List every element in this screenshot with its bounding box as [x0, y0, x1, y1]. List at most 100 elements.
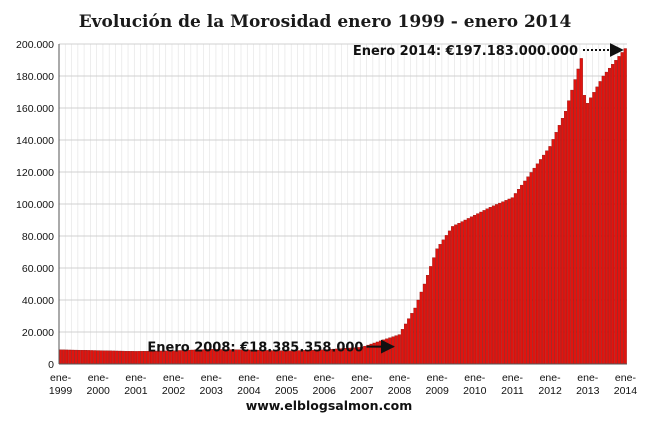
x-axis-ticks: ene-1999 ene-2000 ene-2001 ene-2002 ene-2003… — [49, 372, 637, 397]
bar — [548, 146, 552, 365]
bar — [592, 92, 596, 365]
bar — [532, 167, 536, 365]
bar — [105, 350, 109, 365]
bar — [143, 351, 147, 365]
bar — [382, 339, 386, 365]
bar — [102, 350, 106, 365]
bar — [463, 219, 467, 365]
axes — [58, 44, 627, 365]
bar — [68, 349, 72, 365]
bar — [482, 210, 486, 365]
bar — [611, 64, 615, 365]
bar — [65, 349, 69, 365]
bar — [74, 349, 78, 365]
bar — [557, 125, 561, 365]
annotation-enero-2008: Enero 2008: €18.385.358.000 — [147, 341, 363, 356]
bars — [58, 48, 627, 365]
bar — [366, 344, 370, 365]
bar — [573, 79, 577, 365]
bar — [491, 205, 495, 365]
x-tick-label: ene-2010 — [463, 372, 487, 397]
bar — [501, 201, 505, 365]
bar — [460, 221, 464, 365]
bar — [137, 351, 141, 365]
bar — [115, 350, 119, 365]
bar — [473, 215, 477, 365]
bar — [397, 334, 401, 365]
annotations: Enero 2008: €18.385.358.000 Enero 2014: €… — [147, 43, 624, 356]
bar — [388, 337, 392, 365]
annotation-enero-2014: Enero 2014: €197.183.000.000 — [353, 44, 578, 59]
bar — [131, 351, 135, 365]
x-tick-label: ene-2013 — [576, 372, 600, 397]
bar — [77, 349, 81, 365]
bar — [469, 216, 474, 365]
y-tick-label: 80.000 — [22, 231, 54, 243]
bar — [617, 56, 621, 365]
x-tick-label: ene-1999 — [49, 372, 73, 397]
bar — [83, 350, 88, 365]
y-tick-label: 200.000 — [16, 39, 54, 51]
bar — [127, 351, 131, 365]
bar — [485, 208, 489, 365]
bar — [438, 244, 442, 365]
bar — [404, 323, 408, 365]
bar — [71, 349, 75, 365]
x-tick-label: ene-2014 — [614, 372, 638, 397]
bar — [121, 350, 125, 365]
bar — [582, 95, 586, 365]
bar — [385, 338, 389, 365]
bar — [419, 291, 423, 365]
y-tick-label: 120.000 — [16, 167, 54, 179]
y-axis-ticks: 0 20.000 40.000 60.000 80.000 100.000 120.000 1… — [16, 39, 54, 371]
bar — [595, 86, 599, 365]
bar — [407, 318, 411, 365]
bar — [99, 350, 103, 365]
bar — [560, 118, 565, 365]
bar — [545, 150, 549, 365]
x-tick-label: ene-2005 — [275, 372, 299, 397]
bar — [466, 218, 470, 365]
bar — [554, 132, 558, 365]
bar — [457, 223, 461, 365]
bar — [410, 313, 414, 365]
bar — [529, 172, 533, 365]
bar — [535, 163, 539, 365]
bar — [96, 350, 100, 365]
source-label: www.elblogsalmon.com — [246, 398, 413, 413]
y-tick-label: 160.000 — [16, 103, 54, 115]
bar — [416, 299, 420, 365]
bar — [124, 350, 128, 365]
bar — [567, 100, 571, 365]
bar — [441, 239, 445, 365]
bar — [542, 154, 546, 365]
bar — [80, 350, 84, 365]
bar — [422, 283, 426, 365]
bar — [375, 341, 379, 365]
bar — [61, 349, 66, 365]
bar — [589, 97, 593, 365]
bar — [391, 336, 395, 365]
bar — [444, 235, 448, 365]
bar — [451, 226, 455, 365]
x-tick-label: ene-2006 — [312, 372, 336, 397]
bar — [620, 52, 624, 365]
bar — [570, 89, 574, 365]
bar — [429, 266, 433, 365]
x-tick-label: ene-2001 — [124, 372, 148, 397]
bar — [425, 275, 430, 365]
bar — [564, 111, 568, 365]
x-tick-label: ene-2002 — [162, 372, 186, 397]
bar — [363, 345, 367, 365]
bar — [551, 139, 555, 365]
bar — [526, 176, 530, 365]
x-tick-label: ene-2000 — [87, 372, 111, 397]
y-tick-label: 20.000 — [22, 327, 54, 339]
bar — [507, 198, 511, 365]
bar — [538, 159, 543, 365]
bar — [140, 351, 144, 365]
y-tick-label: 100.000 — [16, 199, 54, 211]
bar — [495, 204, 499, 365]
bar — [400, 329, 404, 365]
